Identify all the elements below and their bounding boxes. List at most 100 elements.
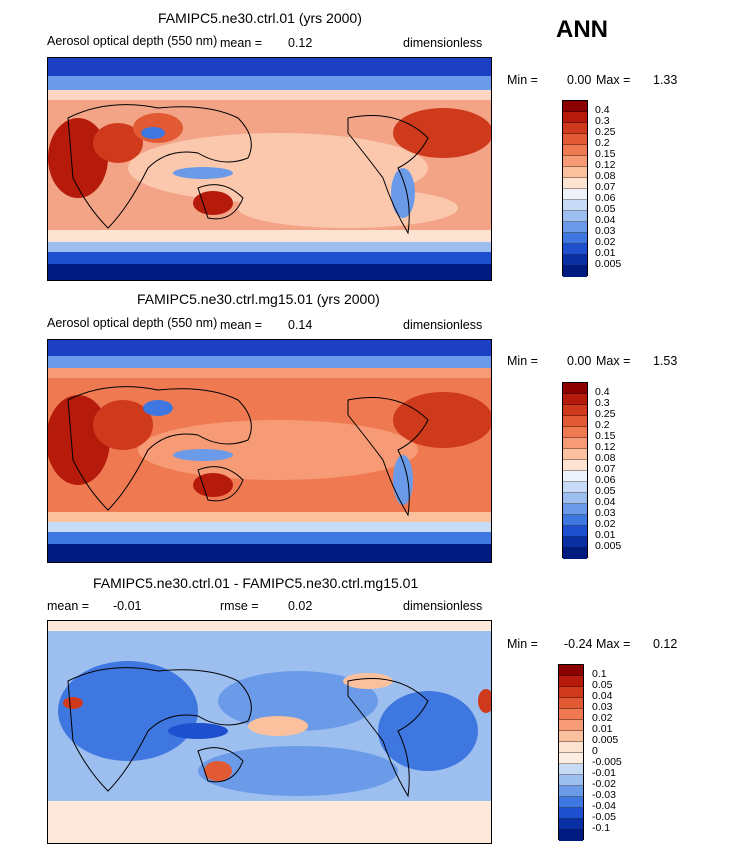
colorbar-segment [563,101,587,112]
colorbar-tick-label: 0 [592,745,598,757]
colorbar-segment [563,548,587,559]
colorbar-segment [563,145,587,156]
colorbar-tick-label: 0.03 [592,701,613,713]
panel-2-max-label: Max = [596,354,631,368]
panel-3-max-value: 0.12 [653,637,678,651]
colorbar-segment [563,493,587,504]
panel-3-min-label: Min = [507,637,538,651]
colorbar-segment [563,167,587,178]
colorbar-tick-label: 0.4 [595,386,610,398]
colorbar-tick-label: 0.25 [595,126,616,138]
colorbar-segment [559,808,583,819]
colorbar-tick-label: 0.01 [595,247,616,259]
panel-1-units: dimensionless [403,36,483,50]
colorbar-tick-label: -0.02 [592,778,616,790]
colorbar-tick-label: 0.07 [595,463,616,475]
colorbar-segment [563,178,587,189]
colorbar-tick-label: 0.03 [595,225,616,237]
colorbar-tick-label: 0.2 [595,419,610,431]
panel-1-map [47,57,492,281]
panel-3-max-label: Max = [596,637,631,651]
colorbar-tick-label: -0.04 [592,800,616,812]
colorbar-tick-label: 0.07 [595,181,616,193]
panel-2-colorbar [562,382,588,559]
colorbar-segment [563,255,587,266]
panel-3-mean-label: mean = [47,599,90,613]
colorbar-tick-label: 0.05 [595,203,616,215]
colorbar-tick-label: 0.12 [595,441,616,453]
colorbar-segment [563,460,587,471]
colorbar-segment [563,449,587,460]
colorbar-segment [559,775,583,786]
panel-3-rmse-value: 0.02 [288,599,313,613]
colorbar-segment [559,797,583,808]
colorbar-tick-label: -0.005 [592,756,622,768]
colorbar-tick-label: 0.005 [592,734,619,746]
colorbar-segment [563,156,587,167]
colorbar-tick-label: 0.05 [592,679,613,691]
colorbar-segment [563,383,587,394]
colorbar-segment [563,405,587,416]
panel-3-rmse-label: rmse = [220,599,259,613]
colorbar-tick-label: 0.005 [595,258,622,270]
panel-3-map [47,620,492,844]
colorbar-segment [563,515,587,526]
panel-1-title: FAMIPC5.ne30.ctrl.01 (yrs 2000) [158,10,362,26]
panel-3-colorbar [558,664,584,841]
colorbar-segment [563,416,587,427]
colorbar-tick-label: 0.04 [595,214,616,226]
colorbar-tick-label: 0.03 [595,507,616,519]
colorbar-tick-label: -0.05 [592,811,616,823]
panel-1-max-value: 1.33 [653,73,678,87]
colorbar-segment [563,134,587,145]
colorbar-tick-label: 0.15 [595,148,616,160]
colorbar-segment [559,753,583,764]
panel-3-title: FAMIPC5.ne30.ctrl.01 - FAMIPC5.ne30.ctrl… [93,575,419,591]
colorbar-segment [559,786,583,797]
colorbar-segment [563,233,587,244]
colorbar-tick-label: 0.15 [595,430,616,442]
colorbar-segment [563,266,587,277]
colorbar-segment [559,709,583,720]
colorbar-segment [559,720,583,731]
colorbar-segment [559,687,583,698]
panel-2-units: dimensionless [403,318,483,332]
colorbar-tick-label: 0.01 [592,723,613,735]
colorbar-segment [563,482,587,493]
colorbar-tick-label: -0.1 [592,822,611,834]
colorbar-segment [559,665,583,676]
panel-2-map [47,339,492,563]
colorbar-segment [559,819,583,830]
panel-3-mean-value: -0.01 [113,599,142,613]
colorbar-segment [563,504,587,515]
colorbar-tick-label: 0.02 [592,712,613,724]
colorbar-tick-label: 0.02 [595,518,616,530]
colorbar-tick-label: 0.3 [595,115,610,127]
panel-1-mean-value: 0.12 [288,36,313,50]
panel-1-min-value: 0.00 [567,73,592,87]
colorbar-segment [559,830,583,841]
colorbar-tick-label: -0.01 [592,767,616,779]
colorbar-tick-label: 0.04 [592,690,613,702]
colorbar-segment [563,200,587,211]
colorbar-tick-label: 0.2 [595,137,610,149]
colorbar-tick-label: 0.01 [595,529,616,541]
colorbar-segment [563,244,587,255]
colorbar-tick-label: 0.02 [595,236,616,248]
colorbar-segment [563,123,587,134]
colorbar-tick-label: 0.06 [595,474,616,486]
colorbar-segment [563,427,587,438]
colorbar-segment [559,698,583,709]
colorbar-segment [563,471,587,482]
colorbar-tick-label: 0.25 [595,408,616,420]
colorbar-segment [563,526,587,537]
panel-1-min-label: Min = [507,73,538,87]
panel-2-title: FAMIPC5.ne30.ctrl.mg15.01 (yrs 2000) [137,291,380,307]
panel-3-min-value: -0.24 [564,637,593,651]
colorbar-tick-label: -0.03 [592,789,616,801]
panel-1-colorbar [562,100,588,277]
panel-2-max-value: 1.53 [653,354,678,368]
panel-2-mean-label: mean = [220,318,263,332]
colorbar-segment [563,211,587,222]
colorbar-segment [563,112,587,123]
